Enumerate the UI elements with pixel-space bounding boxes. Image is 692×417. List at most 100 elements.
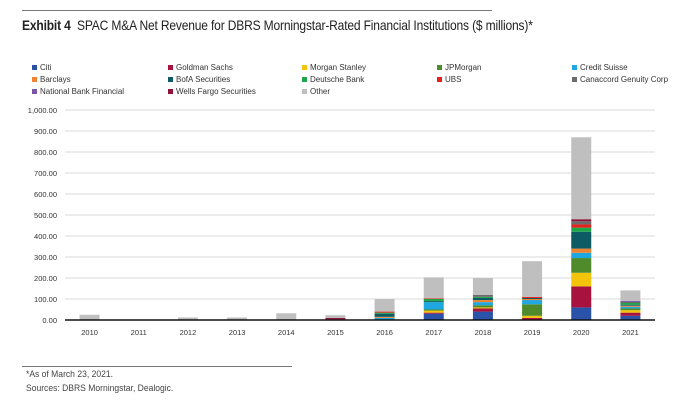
bar-segment [79,314,100,320]
bar-segment [276,313,297,320]
bar-segment [620,302,641,305]
legend-item: JPMorgan [437,63,481,72]
bar-segment [571,231,592,249]
legend-swatch [437,65,442,70]
bar-segment [522,296,543,298]
bar-segment [472,278,493,295]
y-tick-label: 400.00 [34,232,57,241]
bar-segment [620,304,641,306]
y-tick-label: 600.00 [34,190,57,199]
bar-segment [472,308,493,312]
footer-rule [22,366,292,367]
y-tick-label: 0.00 [42,316,57,325]
bar-segment [571,258,592,273]
bar-segment [374,299,395,312]
bar-segment [571,252,592,259]
legend-label: Morgan Stanley [310,63,367,72]
bar-segment [374,317,395,320]
bar-segment [374,312,395,314]
bar-segment [522,304,543,316]
bar-segment [423,299,444,302]
bar-segment [522,300,543,305]
bar-segment [325,317,346,320]
legend-item: Barclays [32,75,71,84]
legend-item: Morgan Stanley [302,63,366,72]
bar-segment [571,137,592,220]
bar-segment [571,307,592,320]
bar-segment [620,300,641,302]
legend-item: Deutsche Bank [302,75,364,84]
x-tick-label: 2021 [622,328,639,337]
legend-label: UBS [445,75,462,84]
legend-label: BofA Securities [176,75,231,84]
bar-segment [522,261,543,297]
exhibit-label: Exhibit 4 [22,17,71,33]
x-tick-label: 2018 [475,328,492,337]
bar-segment [423,298,444,299]
legend-item: Citi [32,63,52,72]
bar-segment [472,302,493,306]
x-tick-label: 2013 [229,328,246,337]
legend-swatch [168,89,173,94]
legend-swatch [32,89,37,94]
legend-item: Goldman Sachs [168,63,233,72]
bar-segment [472,297,493,301]
bar-segment [227,317,248,320]
bar-segment [620,310,641,313]
legend-swatch [32,77,37,82]
x-tick-label: 2017 [425,328,442,337]
legend-label: National Bank Financial [40,87,125,96]
bar-segment [571,248,592,253]
legend-label: Barclays [40,75,71,84]
legend-swatch [32,65,37,70]
bar-segment [472,307,493,309]
bar-segment [620,312,641,316]
bar-segment [374,316,395,318]
bar-segment [472,294,493,297]
legend-item: Credit Suisse [572,63,628,72]
sources-note: Sources: DBRS Morningstar, Dealogic. [26,383,174,394]
bar-segment [522,299,543,301]
x-tick-label: 2010 [81,328,98,337]
bar-segment [423,313,444,320]
legend-swatch [302,77,307,82]
bar-segment [423,309,444,311]
bar-segment [472,296,493,298]
legend-swatch [168,77,173,82]
legend-swatch [437,77,442,82]
legend-swatch [302,65,307,70]
y-tick-label: 800.00 [34,148,57,157]
bar-segment [374,311,395,313]
bar-segment [472,311,493,320]
legend-item: Canaccord Genuity Corp [572,75,668,84]
bar-segment [325,315,346,318]
bar-segment [571,286,592,308]
x-tick-label: 2015 [327,328,344,337]
legend-label: Goldman Sachs [176,63,233,72]
legend: Citi Goldman Sachs Morgan Stanley JPMorgan C… [32,63,692,105]
legend-label: Canaccord Genuity Corp [580,75,669,84]
x-tick-label: 2012 [180,328,197,337]
y-tick-label: 300.00 [34,253,57,262]
bar-segment [522,317,543,320]
legend-item: Other [302,87,330,96]
x-tick-label: 2016 [376,328,393,337]
bar-segment [571,219,592,222]
legend-label: Deutsche Bank [310,75,365,84]
legend-swatch [168,65,173,70]
bar-segment [522,315,543,318]
legend-item: BofA Securities [168,75,230,84]
bar-segment [423,301,444,303]
legend-item: National Bank Financial [32,87,124,96]
legend-swatch [572,77,577,82]
bar-segment [571,221,592,225]
bar-segment [522,297,543,299]
x-tick-label: 2019 [524,328,541,337]
x-tick-label: 2020 [573,328,590,337]
bar-segment [423,312,444,314]
bar-segment [571,227,592,232]
bar-segment [620,305,641,307]
legend-swatch [302,89,307,94]
legend-item: Wells Fargo Securities [168,87,256,96]
bar-segment [620,301,641,303]
